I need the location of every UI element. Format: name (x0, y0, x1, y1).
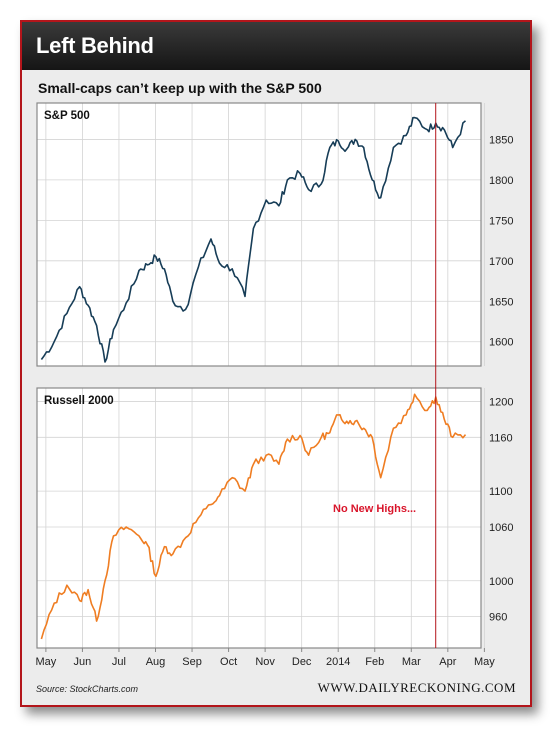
x-tick-label: Apr (439, 656, 456, 668)
russell-y-tick-label: 960 (489, 612, 507, 624)
x-tick-label: Sep (182, 656, 202, 668)
x-tick-label: Aug (146, 656, 166, 668)
x-tick-label: Oct (220, 656, 237, 668)
sp500-y-tick-label: 1850 (489, 134, 513, 146)
x-tick-label: May (35, 656, 56, 668)
header-title: Left Behind (36, 33, 154, 58)
sp500-y-tick-label: 1800 (489, 175, 513, 187)
source-note: Source: StockCharts.com (36, 684, 139, 694)
sp500-y-tick-label: 1650 (489, 296, 513, 308)
chart-subtitle: Small-caps can’t keep up with the S&P 50… (38, 80, 322, 96)
site-credit: WWW.DAILYRECKONING.COM (317, 680, 516, 695)
x-axis: May Jun Jul Aug Sep Oct Nov Dec 2014 Feb Mar Apr May (35, 648, 495, 668)
x-tick-label: 2014 (326, 656, 350, 668)
russell-plot-frame (36, 387, 482, 649)
x-tick-label: Nov (255, 656, 275, 668)
russell-y-tick-label: 1000 (489, 576, 513, 588)
russell-panel-label: Russell 2000 (44, 395, 114, 407)
russell-y-axis: 1200 1160 1100 1060 1000 960 (489, 396, 513, 623)
x-tick-label: Jun (74, 656, 92, 668)
no-new-highs-annotation: No New Highs... (333, 503, 416, 515)
sp500-y-axis: 1850 1800 1750 1700 1650 1600 (489, 134, 513, 348)
russell-y-tick-label: 1200 (489, 396, 513, 408)
x-tick-label: Dec (292, 656, 312, 668)
x-tick-label: Feb (365, 656, 384, 668)
sp500-y-tick-label: 1750 (489, 215, 513, 227)
x-tick-label: Jul (112, 656, 126, 668)
sp500-plot-bg (37, 103, 481, 366)
russell-plot-bg (37, 388, 481, 648)
russell-y-tick-label: 1160 (489, 432, 513, 444)
sp500-y-tick-label: 1600 (489, 337, 513, 349)
x-tick-label: May (474, 656, 495, 668)
russell-y-tick-label: 1060 (489, 522, 513, 534)
sp500-y-tick-label: 1700 (489, 256, 513, 268)
x-tick-label: Mar (402, 656, 421, 668)
header-bar: Left Behind (22, 22, 530, 70)
sp500-panel-label: S&P 500 (44, 110, 90, 122)
russell-grid (37, 388, 485, 648)
sp500-series-line (40, 116, 467, 363)
russell-series-line (40, 393, 467, 640)
sp500-grid (37, 103, 485, 366)
sp500-plot-frame (36, 102, 482, 367)
russell-y-tick-label: 1100 (489, 486, 513, 498)
